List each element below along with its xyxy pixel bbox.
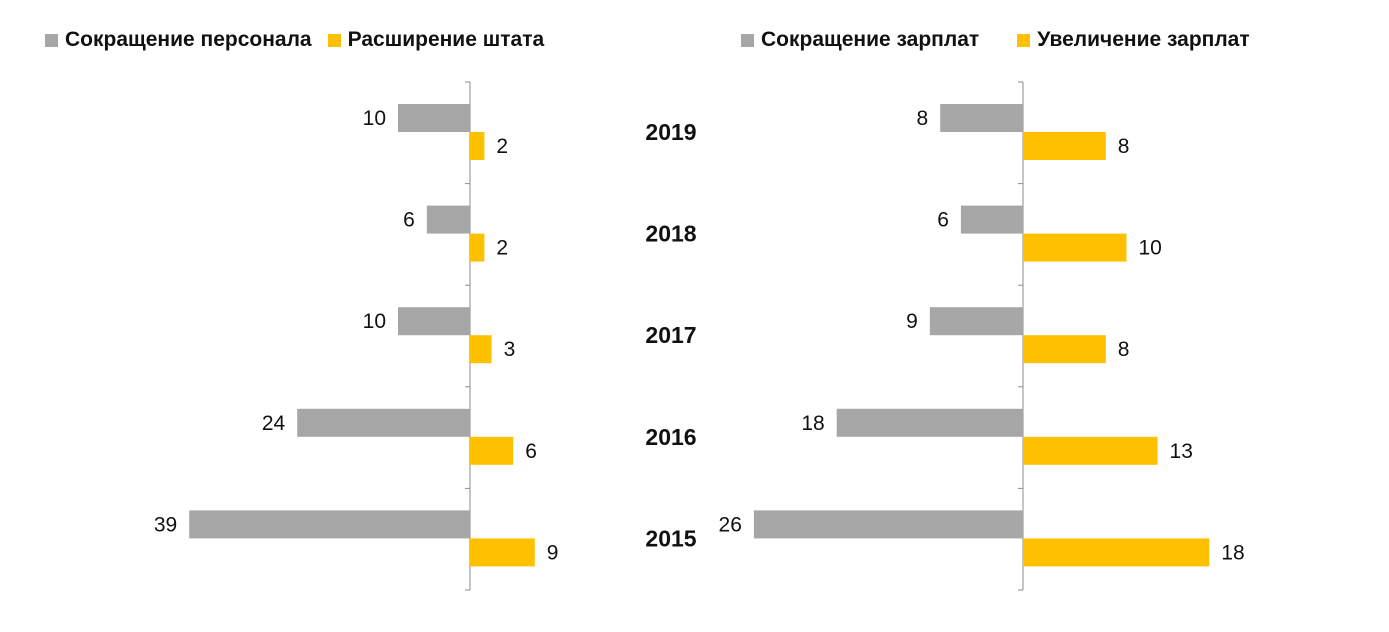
bar-reduction-left-2017 [398, 307, 470, 336]
data-label-increase-left-2015: 9 [547, 541, 559, 564]
bar-reduction-left-2019 [398, 104, 470, 132]
bar-increase-right-2018 [1023, 233, 1127, 262]
data-label-reduction-left-2019: 10 [363, 107, 386, 130]
legend-swatch-salary-increase [1017, 33, 1031, 47]
year-label-2015: 2015 [645, 525, 696, 551]
data-label-increase-left-2017: 3 [504, 338, 516, 361]
bar-increase-right-2015 [1023, 538, 1210, 567]
bar-reduction-left-2016 [297, 408, 470, 437]
bar-increase-right-2016 [1023, 436, 1158, 465]
bar-reduction-left-2015 [189, 510, 470, 539]
year-label-2016: 2016 [645, 424, 696, 450]
bar-reduction-right-2016 [836, 408, 1023, 437]
bar-reduction-right-2018 [960, 205, 1023, 234]
data-label-increase-right-2017: 8 [1118, 338, 1130, 361]
data-label-increase-right-2018: 10 [1139, 237, 1162, 260]
legend-label-staff-reduction: Сокращение персонала [65, 28, 312, 51]
data-label-reduction-right-2015: 26 [719, 513, 742, 536]
bar-reduction-left-2018 [426, 205, 470, 234]
data-label-reduction-right-2016: 18 [801, 412, 824, 435]
legend-swatch-staff-reduction [45, 33, 58, 47]
bar-increase-left-2018 [470, 233, 485, 262]
bar-increase-left-2015 [470, 538, 535, 567]
data-label-reduction-left-2018: 6 [403, 209, 415, 232]
data-label-reduction-left-2016: 24 [262, 412, 286, 435]
data-label-reduction-right-2018: 6 [937, 209, 949, 232]
bar-reduction-right-2015 [753, 510, 1023, 539]
year-label-2019: 2019 [645, 119, 696, 145]
data-label-reduction-right-2017: 9 [906, 310, 918, 333]
legend-right: Сокращение зарплат Увеличение зарплат [741, 28, 1250, 52]
legend-left: Сокращение персонала Расширение штата [45, 28, 544, 52]
bar-increase-right-2017 [1023, 335, 1106, 364]
data-label-increase-left-2019: 2 [496, 135, 508, 158]
data-label-increase-right-2015: 18 [1221, 541, 1244, 564]
year-label-2017: 2017 [645, 322, 696, 348]
legend-label-salary-increase: Увеличение зарплат [1037, 28, 1250, 51]
data-label-increase-left-2016: 6 [525, 440, 537, 463]
legend-swatch-staff-expansion [327, 33, 341, 47]
bar-increase-left-2016 [470, 436, 514, 465]
data-label-reduction-left-2015: 39 [154, 513, 177, 536]
bar-increase-left-2019 [470, 132, 485, 160]
bar-reduction-right-2019 [940, 104, 1023, 132]
legend-label-staff-expansion: Расширение штата [347, 28, 545, 51]
year-label-2018: 2018 [645, 221, 696, 247]
data-label-reduction-left-2017: 10 [363, 310, 386, 333]
data-label-increase-left-2018: 2 [496, 237, 508, 260]
bar-increase-right-2019 [1023, 132, 1106, 160]
data-label-reduction-right-2019: 8 [917, 107, 929, 130]
bar-increase-left-2017 [470, 335, 492, 364]
legend-label-salary-reduction: Сокращение зарплат [761, 28, 980, 51]
bar-reduction-right-2017 [929, 307, 1023, 336]
data-label-increase-right-2016: 13 [1170, 440, 1193, 463]
legend-swatch-salary-reduction [741, 33, 754, 47]
data-label-increase-right-2019: 8 [1118, 135, 1130, 158]
